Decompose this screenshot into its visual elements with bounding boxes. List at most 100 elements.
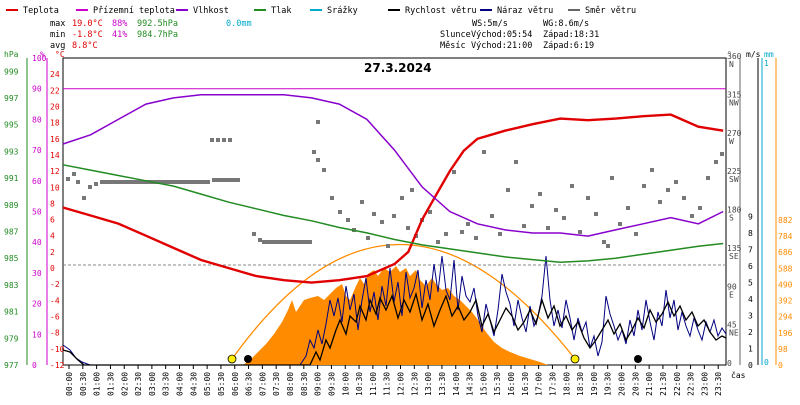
x-tick-label: 16:30 bbox=[521, 372, 530, 396]
radiation-tick-label: 294 bbox=[778, 313, 793, 322]
wind-speed-tick-label: 0 bbox=[748, 361, 753, 370]
pressure-tick-label: 991 bbox=[4, 174, 19, 183]
pressure-tick-label: 987 bbox=[4, 228, 19, 237]
pressure-tick-label: 995 bbox=[4, 121, 19, 130]
legend-label: Přízemní teplota bbox=[93, 6, 175, 16]
moonset-marker bbox=[244, 355, 252, 363]
radiation-area bbox=[243, 266, 548, 365]
x-tick-label: 18:00 bbox=[562, 372, 571, 396]
radiation-tick-label: 784 bbox=[778, 232, 793, 241]
wind-speed-tick-label: 9 bbox=[748, 213, 753, 222]
x-tick-label: 19:30 bbox=[604, 372, 613, 396]
pressure-tick-label: 979 bbox=[4, 334, 19, 343]
x-tick-label: 22:30 bbox=[687, 372, 696, 396]
x-tick-label: 16:00 bbox=[507, 372, 516, 396]
x-tick-label: 20:00 bbox=[618, 372, 627, 396]
radiation-tick-label: 686 bbox=[778, 248, 793, 257]
stats-max-temp: 19.0°C bbox=[72, 19, 103, 29]
x-tick-label: 08:30 bbox=[300, 372, 309, 396]
temperature-tick-label: 0 bbox=[50, 264, 55, 273]
radiation-tick-label: 98 bbox=[778, 345, 788, 354]
direction-tick-compass: NE bbox=[729, 329, 739, 338]
series-layer bbox=[62, 94, 724, 284]
temperature-tick-label: 12 bbox=[50, 167, 60, 176]
series-line-vlhkost bbox=[62, 94, 724, 237]
x-tick-label: 15:00 bbox=[479, 372, 488, 396]
wind-ws: WS:5m/s bbox=[472, 19, 508, 29]
sun-path-curve bbox=[231, 244, 576, 360]
temperature-tick-label: -4 bbox=[50, 296, 60, 305]
stats-precip: 0.0mm bbox=[226, 19, 252, 29]
stats-min-temp: -1.8°C bbox=[72, 30, 103, 40]
legend-label: Teplota bbox=[23, 6, 59, 16]
precip-tick-label: 0 bbox=[764, 358, 769, 367]
x-tick-label: 00:30 bbox=[79, 372, 88, 396]
x-tick-label: 10:00 bbox=[341, 372, 350, 396]
temperature-tick-label: -12 bbox=[50, 361, 65, 370]
legend-label: Vlhkost bbox=[193, 6, 229, 16]
chart-title: 27.3.2024 bbox=[364, 61, 432, 75]
temperature-tick-label: -10 bbox=[50, 345, 65, 354]
moonrise-time: Východ:21:00 bbox=[471, 41, 532, 51]
radiation-tick-label: 882 bbox=[778, 216, 793, 225]
direction-tick-degrees: 135 bbox=[727, 244, 742, 253]
x-tick-label: 11:00 bbox=[369, 372, 378, 396]
direction-tick-degrees: 225 bbox=[727, 167, 742, 176]
humidity-tick-label: 0 bbox=[32, 361, 37, 370]
temperature-tick-label: 16 bbox=[50, 135, 60, 144]
temperature-tick-label: 8 bbox=[50, 199, 55, 208]
x-tick-label: 21:00 bbox=[645, 372, 654, 396]
radiation-tick-label: 588 bbox=[778, 264, 793, 273]
stats-min-hum: 41% bbox=[112, 30, 127, 40]
x-tick-label: 05:30 bbox=[217, 372, 226, 396]
temperature-tick-label: 22 bbox=[50, 86, 60, 95]
wind-speed-line bbox=[62, 291, 727, 366]
x-tick-label: 13:00 bbox=[424, 372, 433, 396]
x-tick-label: 04:00 bbox=[176, 372, 185, 396]
x-tick-label: 12:00 bbox=[397, 372, 406, 396]
stats-max-press: 992.5hPa bbox=[137, 19, 178, 29]
pressure-tick-label: 977 bbox=[4, 361, 19, 370]
sunrise-marker bbox=[227, 354, 237, 364]
temperature-tick-label: 20 bbox=[50, 102, 60, 111]
x-tick-label: 23:00 bbox=[700, 372, 709, 396]
x-tick-label: 02:00 bbox=[120, 372, 129, 396]
direction-tick-degrees: 90 bbox=[727, 282, 737, 291]
legend-label: Srážky bbox=[327, 6, 358, 16]
stats-block: max 19.0°C 88% 992.5hPa min -1.8°C 41% 9… bbox=[50, 19, 252, 51]
series-line-teplota bbox=[62, 113, 724, 284]
humidity-tick-label: 60 bbox=[32, 177, 42, 186]
temperature-tick-label: -6 bbox=[50, 313, 60, 322]
stats-avg-temp: 8.8°C bbox=[72, 41, 98, 51]
moonrise-marker bbox=[634, 355, 642, 363]
temperature-tick-label: 18 bbox=[50, 119, 60, 128]
direction-tick-degrees: 270 bbox=[727, 129, 742, 138]
humidity-tick-label: 10 bbox=[32, 330, 42, 339]
wind-speed-tick-label: 8 bbox=[748, 229, 753, 238]
precip-tick-label: 1 bbox=[764, 59, 769, 68]
wind-speed-tick-label: 7 bbox=[748, 246, 753, 255]
temperature-axis-label: °C bbox=[55, 50, 65, 59]
x-tick-label: 04:30 bbox=[189, 372, 198, 396]
stats-avg-label: avg bbox=[50, 41, 65, 51]
wind-wg: WG:8.6m/s bbox=[543, 19, 589, 29]
x-tick-label: 06:00 bbox=[231, 372, 240, 396]
wind-direction-points bbox=[66, 120, 724, 248]
temperature-tick-label: 2 bbox=[50, 248, 55, 257]
x-tick-label: 00:00 bbox=[65, 372, 74, 396]
x-tick-label: 07:30 bbox=[272, 372, 281, 396]
radiation-tick-label: 392 bbox=[778, 297, 793, 306]
x-tick-label: 23:30 bbox=[714, 372, 723, 396]
x-tick-label: 20:30 bbox=[631, 372, 640, 396]
x-tick-label: 17:00 bbox=[535, 372, 544, 396]
pressure-tick-label: 981 bbox=[4, 308, 19, 317]
humidity-tick-label: 40 bbox=[32, 238, 42, 247]
x-tick-label: 09:00 bbox=[314, 372, 323, 396]
sunset-marker bbox=[570, 354, 580, 364]
pressure-tick-label: 983 bbox=[4, 281, 19, 290]
temperature-tick-label: 4 bbox=[50, 232, 55, 241]
temperature-tick-label: 14 bbox=[50, 151, 60, 160]
x-tick-label: 09:30 bbox=[327, 372, 336, 396]
